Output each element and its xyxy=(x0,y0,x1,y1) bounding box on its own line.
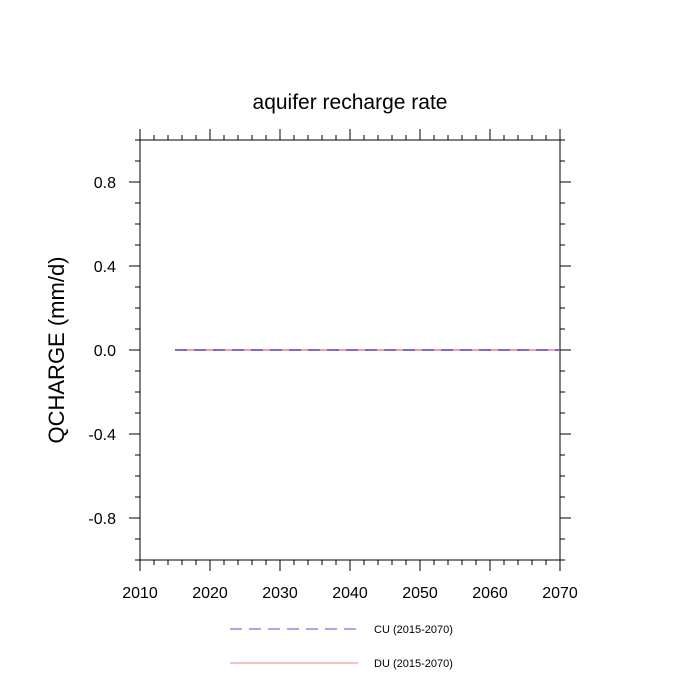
y-tick-label: -0.8 xyxy=(88,511,116,528)
legend-label-1: CU (2015-2070) xyxy=(374,624,453,636)
y-tick-label: 0.8 xyxy=(94,175,116,192)
y-tick-label: 0.0 xyxy=(94,343,116,360)
legend-label-2: DU (2015-2070) xyxy=(374,658,453,670)
x-tick-label: 2010 xyxy=(122,585,158,602)
chart-title: aquifer recharge rate xyxy=(253,91,448,114)
x-tick-label: 2040 xyxy=(332,585,368,602)
axis-ticks xyxy=(129,129,571,571)
legend: CU (2015-2070) DU (2015-2070) xyxy=(230,624,453,670)
x-tick-label: 2060 xyxy=(472,585,508,602)
y-tick-label: -0.4 xyxy=(88,427,116,444)
y-axis-label: QCHARGE (mm/d) xyxy=(44,257,69,444)
x-tick-label: 2050 xyxy=(402,585,438,602)
x-tick-label: 2030 xyxy=(262,585,298,602)
y-tick-label: 0.4 xyxy=(94,259,116,276)
x-tick-label: 2020 xyxy=(192,585,228,602)
axis-tick-labels: 2010 2020 2030 2040 2050 2060 2070 0.8 0.4 0.0 -0.… xyxy=(88,175,577,602)
x-tick-label: 2070 xyxy=(542,585,578,602)
